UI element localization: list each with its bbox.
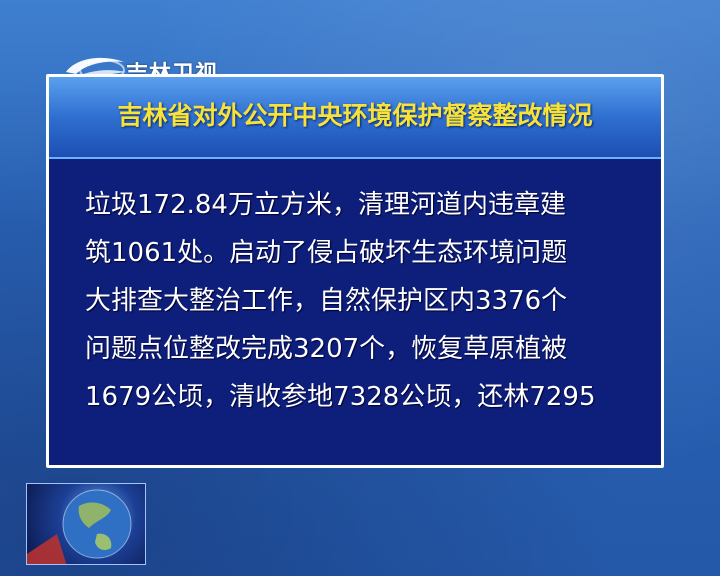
body-line: 垃圾172.84万立方米，清理河道内违章建	[85, 190, 566, 220]
body-line: 1679公顷，清收参地7328公顷，还林7295	[85, 382, 596, 412]
info-panel: 吉林省对外公开中央环境保护督察整改情况 垃圾172.84万立方米，清理河道内违章…	[46, 74, 664, 468]
title-bar: 吉林省对外公开中央环境保护督察整改情况	[49, 77, 661, 159]
body-line: 问题点位整改完成3207个，恢复草原植被	[85, 334, 568, 364]
globe-icon	[27, 489, 132, 564]
body-line: 大排查大整治工作，自然保护区内3376个	[85, 286, 568, 316]
body-line: 筑1061处。启动了侵占破坏生态环境问题	[85, 238, 568, 268]
globe-thumbnail	[26, 483, 146, 565]
panel-body: 垃圾172.84万立方米，清理河道内违章建 筑1061处。启动了侵占破坏生态环境…	[85, 181, 645, 421]
panel-title: 吉林省对外公开中央环境保护督察整改情况	[117, 101, 593, 130]
